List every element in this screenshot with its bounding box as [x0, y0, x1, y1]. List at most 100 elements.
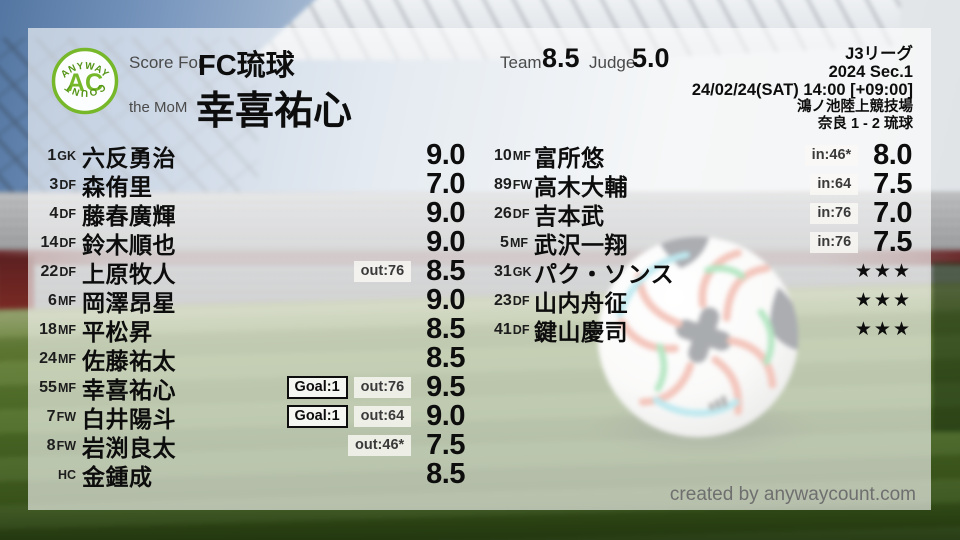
player-name: 平松昇: [82, 318, 153, 345]
player-row: 3DF 森侑里 7.0: [28, 168, 465, 200]
credit-text: created by anywaycount.com: [669, 484, 916, 505]
player-rating: 9.0: [426, 139, 465, 171]
player-number-position: 4DF: [49, 204, 76, 222]
player-row: 8FW 岩渕良太 out:46* 7.5: [28, 429, 466, 461]
player-number-position: 55MF: [39, 378, 76, 396]
player-row: 41DF 鍵山慶司 ★★★: [494, 315, 912, 345]
player-number-position: 1GK: [47, 146, 76, 164]
player-row: 24MF 佐藤祐太 8.5: [28, 342, 465, 374]
substitution-badge: out:46*: [348, 435, 412, 456]
mom-label: the MoM: [129, 99, 188, 116]
substitution-badge: in:76: [810, 232, 859, 253]
team-name: FC琉球: [198, 50, 295, 82]
player-row: 55MF 幸喜祐心 Goal:1 out:76 9.5: [28, 371, 465, 403]
player-row: 31GK パク・ソンス ★★★: [494, 257, 912, 287]
player-name: 吉本武: [534, 202, 605, 229]
player-number-position: 31GK: [494, 262, 532, 280]
mom-name: 幸喜祐心: [196, 90, 353, 133]
substitution-badge: in:64: [810, 174, 859, 195]
substitution-badge: in:46*: [804, 145, 859, 166]
player-number-position: 14DF: [40, 233, 76, 251]
player-row: 6MF 岡澤昂星 9.0: [28, 284, 465, 316]
player-rating: 9.5: [426, 371, 465, 403]
judge-score-label: Judge: [589, 53, 636, 72]
player-name: 高木大輔: [534, 173, 628, 200]
player-number-position: 89FW: [494, 175, 533, 193]
player-number-position: 10MF: [494, 146, 531, 164]
final-score: 奈良 1 - 2 琉球: [817, 116, 913, 132]
substitution-badge: out:64: [353, 406, 412, 427]
player-number-position: 41DF: [494, 320, 530, 338]
player-rating: 8.5: [426, 313, 465, 345]
player-name: 岡澤昂星: [82, 289, 176, 316]
match-info: J3リーグ 2024 Sec.1 24/02/24(SAT) 14:00 [+0…: [692, 45, 913, 133]
anywaycount-logo: ANYWAY AC COUNT: [50, 46, 120, 116]
player-rating: 8.5: [426, 458, 465, 490]
player-row: 1GK 六反勇治 9.0: [28, 139, 465, 171]
player-name: 佐藤祐太: [82, 347, 176, 374]
player-row: 10MF 富所悠 in:46* 8.0: [494, 139, 912, 171]
player-rating: 8.5: [426, 342, 465, 374]
goal-badge: Goal:1: [286, 376, 348, 399]
player-row: 89FW 高木大輔 in:64 7.5: [494, 168, 912, 200]
player-number-position: HC: [57, 467, 76, 482]
kickoff-datetime: 24/02/24(SAT) 14:00 [+09:00]: [691, 81, 913, 99]
player-name: 山内舟征: [534, 289, 628, 316]
player-rating: 9.0: [426, 197, 465, 229]
score-for-label: Score For: [129, 53, 204, 72]
player-name: 藤春廣輝: [82, 202, 176, 229]
player-number-position: 18MF: [39, 320, 76, 338]
player-number-position: 26DF: [494, 204, 530, 222]
team-score-value: 8.5: [542, 43, 580, 73]
substitution-badge: out:76: [353, 377, 412, 398]
player-rating: 9.0: [426, 284, 465, 316]
substitution-badge: in:76: [810, 203, 859, 224]
svg-text:COUNT: COUNT: [63, 81, 107, 98]
player-rating: 7.5: [873, 226, 912, 258]
player-rating: 7.0: [426, 168, 465, 200]
season-section: 2024 Sec.1: [828, 63, 913, 81]
player-number-position: 8FW: [46, 436, 76, 454]
player-number-position: 22DF: [40, 262, 76, 280]
league-name: J3リーグ: [845, 45, 913, 63]
player-name: 白井陽斗: [82, 405, 176, 432]
starters-column: 1GK 六反勇治 9.0 3DF 森侑里 7.0 4DF 藤春廣輝 9.0 14…: [28, 139, 466, 490]
player-name: 六反勇治: [82, 144, 176, 171]
player-row: 14DF 鈴木順也 9.0: [28, 226, 466, 258]
score-card-panel: [28, 28, 931, 510]
player-number-position: 5MF: [500, 233, 528, 251]
player-rating: 7.5: [426, 429, 465, 461]
player-name: パク・ソンス: [534, 260, 675, 287]
player-row: 7FW 白井陽斗 Goal:1 out:64 9.0: [28, 400, 466, 432]
player-name: 武沢一翔: [534, 231, 628, 258]
player-name: 鍵山慶司: [534, 318, 628, 345]
player-name: 鈴木順也: [82, 231, 176, 258]
player-rating: 8.0: [873, 139, 912, 171]
player-row: 18MF 平松昇 8.5: [28, 313, 465, 345]
player-row: 4DF 藤春廣輝 9.0: [28, 197, 465, 229]
player-name: 幸喜祐心: [82, 376, 176, 403]
player-rating: 7.5: [873, 168, 912, 200]
player-name: 富所悠: [534, 144, 605, 171]
trees-dark-edge: [932, 262, 960, 432]
player-row: 22DF 上原牧人 out:76 8.5: [28, 255, 466, 287]
substitution-badge: out:76: [353, 261, 412, 282]
player-name: 金鍾成: [82, 463, 153, 490]
venue: 鴻ノ池陸上競技場: [797, 99, 913, 115]
player-number-position: 23DF: [494, 291, 530, 309]
player-rating: ★★★: [854, 319, 912, 340]
player-rating: 8.5: [426, 255, 465, 287]
player-rating: 9.0: [426, 226, 465, 258]
logo-arc-bottom: COUNT: [63, 81, 107, 98]
player-number-position: 3DF: [49, 175, 76, 193]
player-row: 23DF 山内舟征 ★★★: [494, 286, 912, 316]
player-rating: 7.0: [873, 197, 912, 229]
player-name: 上原牧人: [82, 260, 176, 287]
player-name: 森侑里: [82, 173, 153, 200]
team-score-label: Team: [500, 53, 542, 72]
logo-monogram: AC: [67, 69, 103, 97]
player-rating: ★★★: [854, 261, 912, 282]
player-row: 26DF 吉本武 in:76 7.0: [494, 197, 912, 229]
goal-badge: Goal:1: [286, 405, 348, 428]
